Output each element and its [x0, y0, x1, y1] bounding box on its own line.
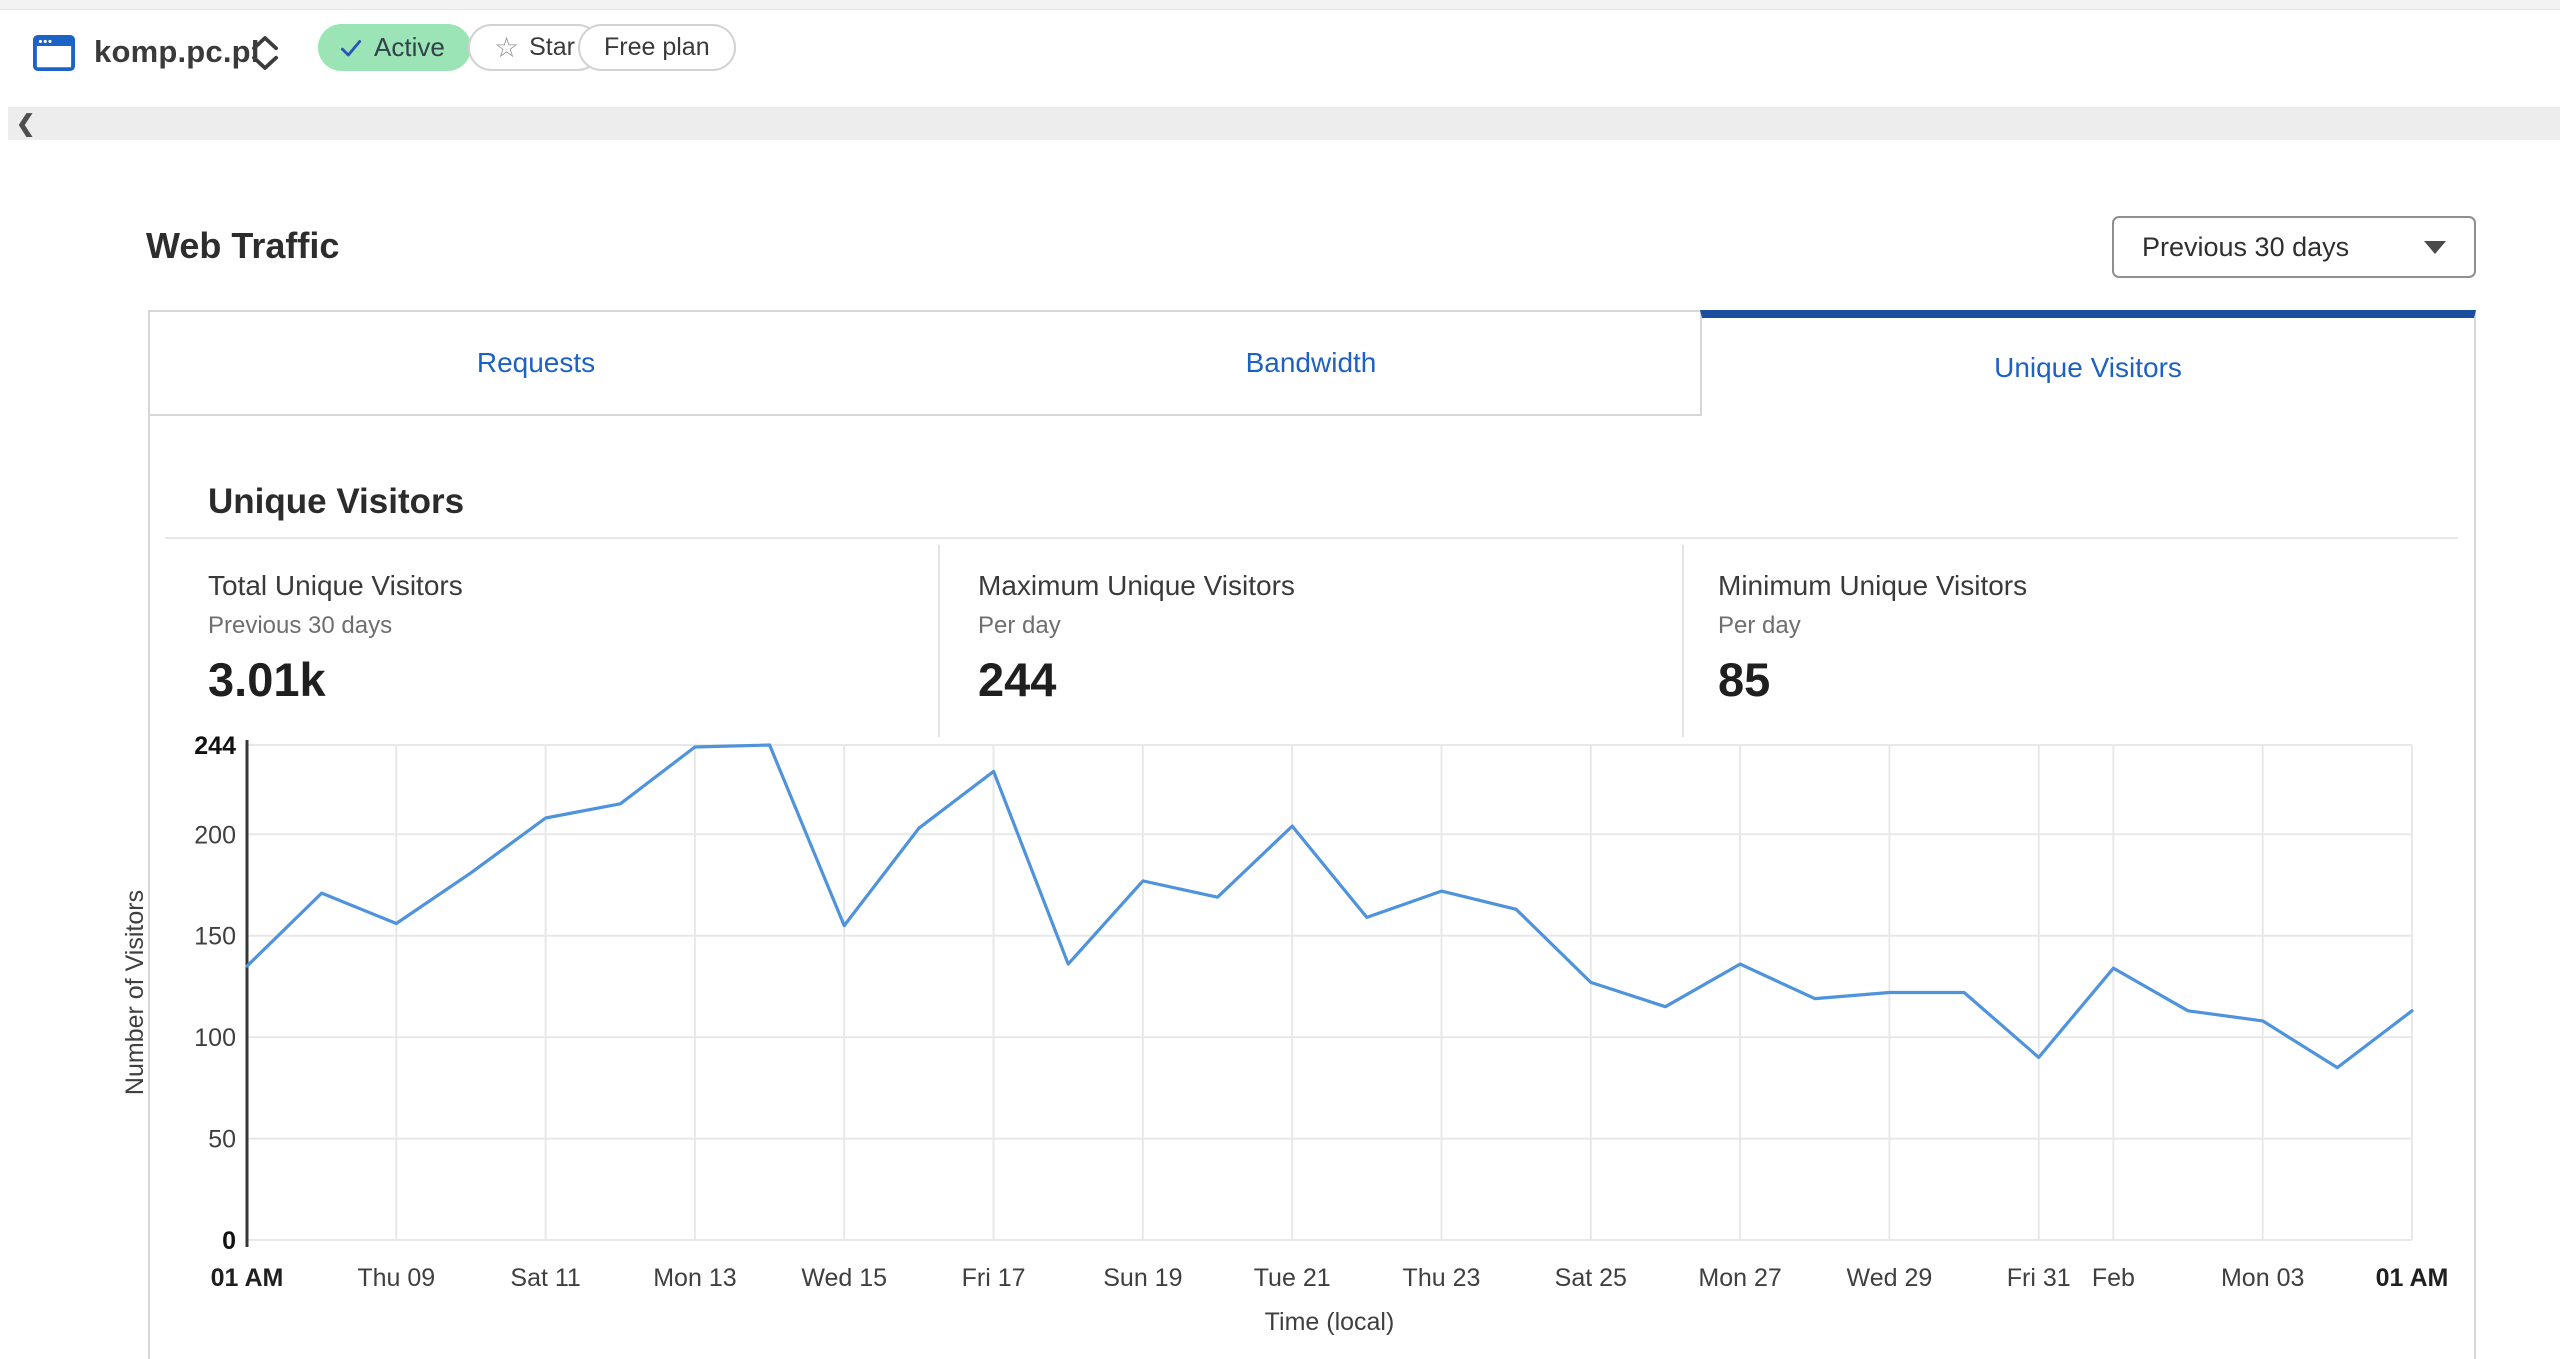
stat-subtitle: Previous 30 days — [208, 612, 393, 639]
site-name: komp.pc.pl — [94, 34, 260, 69]
stat-divider — [1682, 545, 1684, 737]
tab-bandwidth[interactable]: Bandwidth — [922, 310, 1702, 416]
stat-divider — [938, 545, 940, 737]
plan-badge: Free plan — [578, 24, 736, 71]
section-divider — [165, 537, 2458, 539]
tab-bandwidth-label: Bandwidth — [1245, 347, 1377, 378]
top-strip — [0, 0, 2560, 10]
status-badge-label: Active — [374, 32, 445, 62]
tab-unique-visitors[interactable]: Unique Visitors — [1700, 310, 2476, 418]
collapse-chevron-icon[interactable]: ❮ — [16, 110, 36, 136]
page-title: Web Traffic — [146, 225, 340, 266]
caret-down-icon — [2424, 240, 2446, 254]
star-button-label: Star — [529, 33, 575, 61]
site-icon — [32, 31, 76, 75]
date-range-select[interactable]: Previous 30 days — [2112, 216, 2476, 278]
stat-title: Total Unique Visitors — [208, 570, 463, 601]
status-badge: Active — [318, 24, 471, 71]
site-header: komp.pc.pl Active ☆ Star Free plan — [0, 18, 2560, 88]
stat-value: 3.01k — [208, 653, 326, 706]
stat-subtitle: Per day — [978, 612, 1061, 639]
sidebar-collapse-bar[interactable]: ❮ — [8, 107, 2560, 140]
site-switcher-chevrons-icon[interactable] — [246, 32, 284, 74]
stat-title: Minimum Unique Visitors — [1718, 570, 2028, 601]
stat-subtitle: Per day — [1718, 612, 1801, 639]
plan-badge-label: Free plan — [604, 33, 710, 61]
tab-requests[interactable]: Requests — [148, 310, 924, 416]
date-range-value: Previous 30 days — [2142, 231, 2350, 262]
stat-title: Maximum Unique Visitors — [978, 570, 1295, 601]
star-icon: ☆ — [494, 31, 520, 63]
check-icon — [338, 35, 364, 61]
chart-ylabel: Number of Visitors — [121, 890, 149, 1095]
stat-value: 244 — [978, 653, 1057, 706]
stat-value: 85 — [1718, 653, 1771, 706]
tab-requests-label: Requests — [476, 347, 596, 378]
unique-visitors-panel — [148, 416, 2476, 1359]
section-title: Unique Visitors — [208, 482, 465, 521]
tab-unique-visitors-label: Unique Visitors — [1994, 352, 2182, 383]
